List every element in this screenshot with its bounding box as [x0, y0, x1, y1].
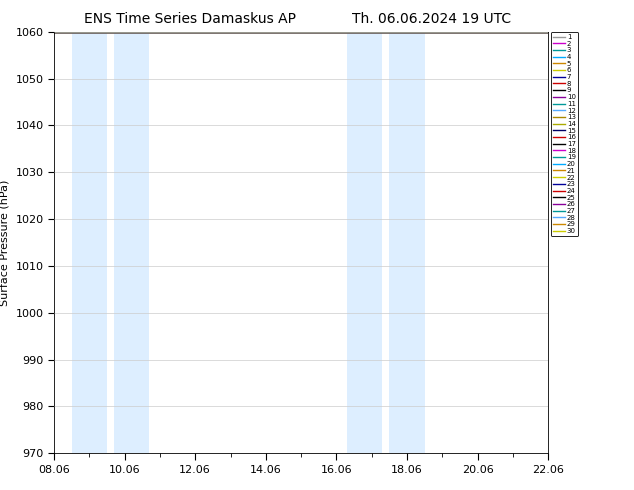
Bar [389, 32, 425, 453]
Bar [72, 32, 107, 453]
Bar [347, 32, 382, 453]
Bar [114, 32, 149, 453]
Text: ENS Time Series Damaskus AP: ENS Time Series Damaskus AP [84, 12, 296, 26]
Text: Th. 06.06.2024 19 UTC: Th. 06.06.2024 19 UTC [352, 12, 510, 26]
Legend: 1, 2, 3, 4, 5, 6, 7, 8, 9, 10, 11, 12, 13, 14, 15, 16, 17, 18, 19, 20, 21, 22, 2: 1, 2, 3, 4, 5, 6, 7, 8, 9, 10, 11, 12, 1… [551, 32, 578, 236]
Y-axis label: Surface Pressure (hPa): Surface Pressure (hPa) [0, 179, 10, 306]
